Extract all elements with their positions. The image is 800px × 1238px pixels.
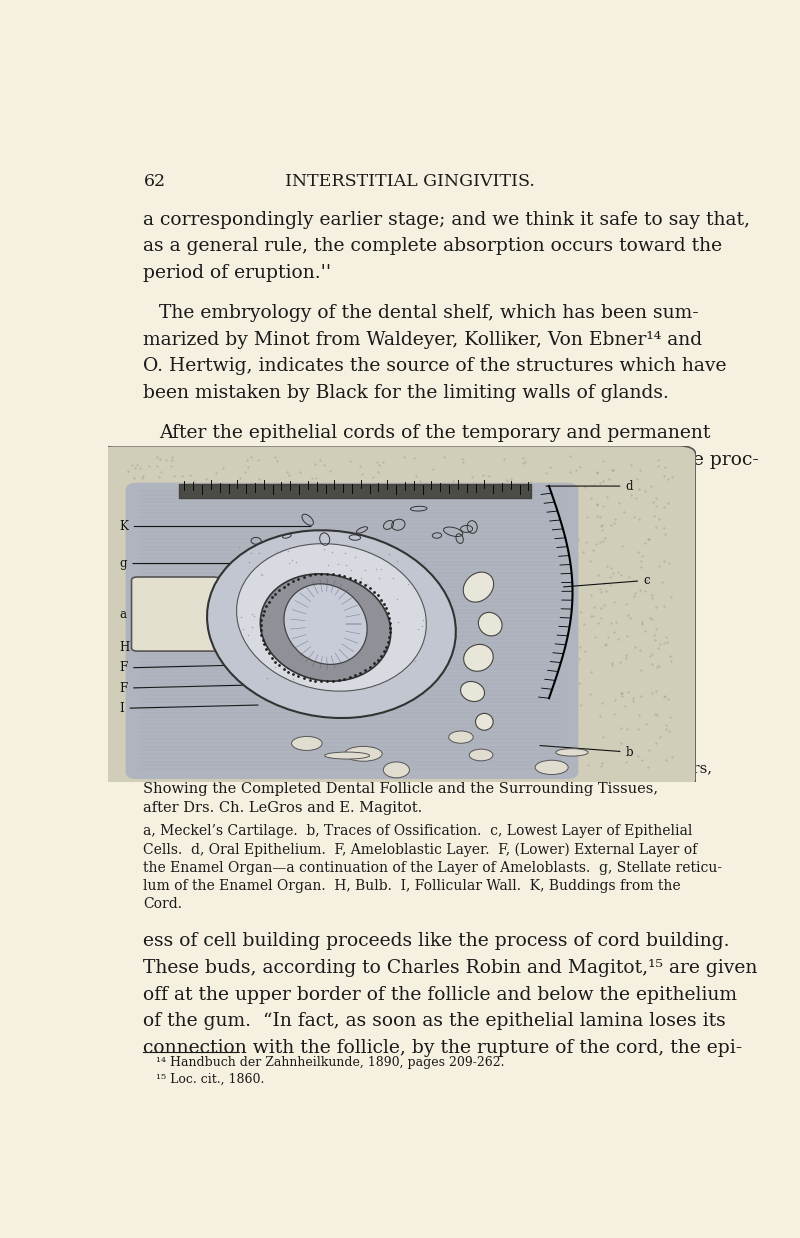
Text: marized by Minot from Waldeyer, Kolliker, Von Ebner¹⁴ and: marized by Minot from Waldeyer, Kolliker… xyxy=(143,331,702,349)
Text: After the epithelial cords of the temporary and permanent: After the epithelial cords of the tempor… xyxy=(159,425,710,442)
Text: 62: 62 xyxy=(143,173,166,191)
Text: been mistaken by Black for the limiting walls of glands.: been mistaken by Black for the limiting … xyxy=(143,384,670,402)
Ellipse shape xyxy=(284,584,367,665)
Text: ¹⁴ Handbuch der Zahnheilkunde, 1890, pages 209-262.: ¹⁴ Handbuch der Zahnheilkunde, 1890, pag… xyxy=(156,1056,504,1070)
Text: Showing the Completed Dental Follicle and the Surrounding Tissues,: Showing the Completed Dental Follicle an… xyxy=(143,781,658,796)
Text: sets of teeth have been demarcated from their follicles, the proc-: sets of teeth have been demarcated from … xyxy=(143,451,759,469)
Text: the Enamel Organ—a continuation of the Layer of Ameloblasts.  g, Stellate reticu: the Enamel Organ—a continuation of the L… xyxy=(143,860,722,874)
Ellipse shape xyxy=(478,613,502,636)
Ellipse shape xyxy=(383,761,410,777)
Ellipse shape xyxy=(449,730,473,743)
Text: c: c xyxy=(563,574,650,587)
Text: Cord.: Cord. xyxy=(143,896,182,911)
Text: after Drs. Ch. LeGros and E. Magitot.: after Drs. Ch. LeGros and E. Magitot. xyxy=(143,801,422,815)
Ellipse shape xyxy=(461,681,485,702)
Text: The embryology of the dental shelf, which has been sum-: The embryology of the dental shelf, whic… xyxy=(159,305,698,322)
Ellipse shape xyxy=(291,737,322,750)
Text: F: F xyxy=(120,661,258,675)
Text: K: K xyxy=(120,520,311,534)
Ellipse shape xyxy=(463,572,494,602)
Text: as a general rule, the complete absorption occurs toward the: as a general rule, the complete absorpti… xyxy=(143,238,722,255)
Text: connection with the follicle, by the rupture of the cord, the epi-: connection with the follicle, by the rup… xyxy=(143,1039,742,1057)
Ellipse shape xyxy=(260,574,390,681)
FancyBboxPatch shape xyxy=(126,483,578,779)
Text: b: b xyxy=(540,745,633,759)
Text: ¹⁵ Loc. cit., 1860.: ¹⁵ Loc. cit., 1860. xyxy=(156,1073,264,1086)
Ellipse shape xyxy=(470,749,493,761)
Text: I: I xyxy=(120,702,258,714)
Text: Cells.  d, Oral Epithelium.  F, Ameloblastic Layer.  F, (Lower) External Layer o: Cells. d, Oral Epithelium. F, Ameloblast… xyxy=(143,843,698,857)
Ellipse shape xyxy=(556,749,588,756)
Text: F: F xyxy=(120,682,258,695)
Ellipse shape xyxy=(237,543,426,691)
Text: g: g xyxy=(120,557,234,569)
Ellipse shape xyxy=(207,530,456,718)
Text: a correspondingly earlier stage; and we think it safe to say that,: a correspondingly earlier stage; and we … xyxy=(143,210,750,229)
Text: d: d xyxy=(546,479,633,493)
Text: O. Hertwig, indicates the source of the structures which have: O. Hertwig, indicates the source of the … xyxy=(143,358,727,375)
Text: Fig. 24.—From the Lower Jaw of an Ovine Embryo, Magnified 80 Diameters,: Fig. 24.—From the Lower Jaw of an Ovine … xyxy=(143,763,712,776)
Text: ess of cell building proceeds like the process of cord building.: ess of cell building proceeds like the p… xyxy=(143,932,730,950)
Text: INTERSTITIAL GINGIVITIS.: INTERSTITIAL GINGIVITIS. xyxy=(285,173,535,191)
Text: H: H xyxy=(120,641,258,654)
FancyBboxPatch shape xyxy=(96,446,696,789)
Ellipse shape xyxy=(464,645,494,671)
Ellipse shape xyxy=(535,760,568,775)
Ellipse shape xyxy=(325,751,370,759)
Text: a: a xyxy=(120,608,176,620)
Text: These buds, according to Charles Robin and Magitot,¹⁵ are given: These buds, according to Charles Robin a… xyxy=(143,958,758,977)
FancyBboxPatch shape xyxy=(131,577,220,651)
Text: a, Meckel’s Cartilage.  b, Traces of Ossification.  c, Lowest Layer of Epithelia: a, Meckel’s Cartilage. b, Traces of Ossi… xyxy=(143,825,693,838)
Text: of the gum.  “In fact, as soon as the epithelial lamina loses its: of the gum. “In fact, as soon as the epi… xyxy=(143,1013,726,1030)
Ellipse shape xyxy=(345,747,382,761)
Text: off at the upper border of the follicle and below the epithelium: off at the upper border of the follicle … xyxy=(143,985,738,1004)
Text: lum of the Enamel Organ.  H, Bulb.  I, Follicular Wall.  K, Buddings from the: lum of the Enamel Organ. H, Bulb. I, Fol… xyxy=(143,879,681,893)
Ellipse shape xyxy=(475,713,493,730)
Text: period of eruption.'': period of eruption.'' xyxy=(143,264,331,282)
